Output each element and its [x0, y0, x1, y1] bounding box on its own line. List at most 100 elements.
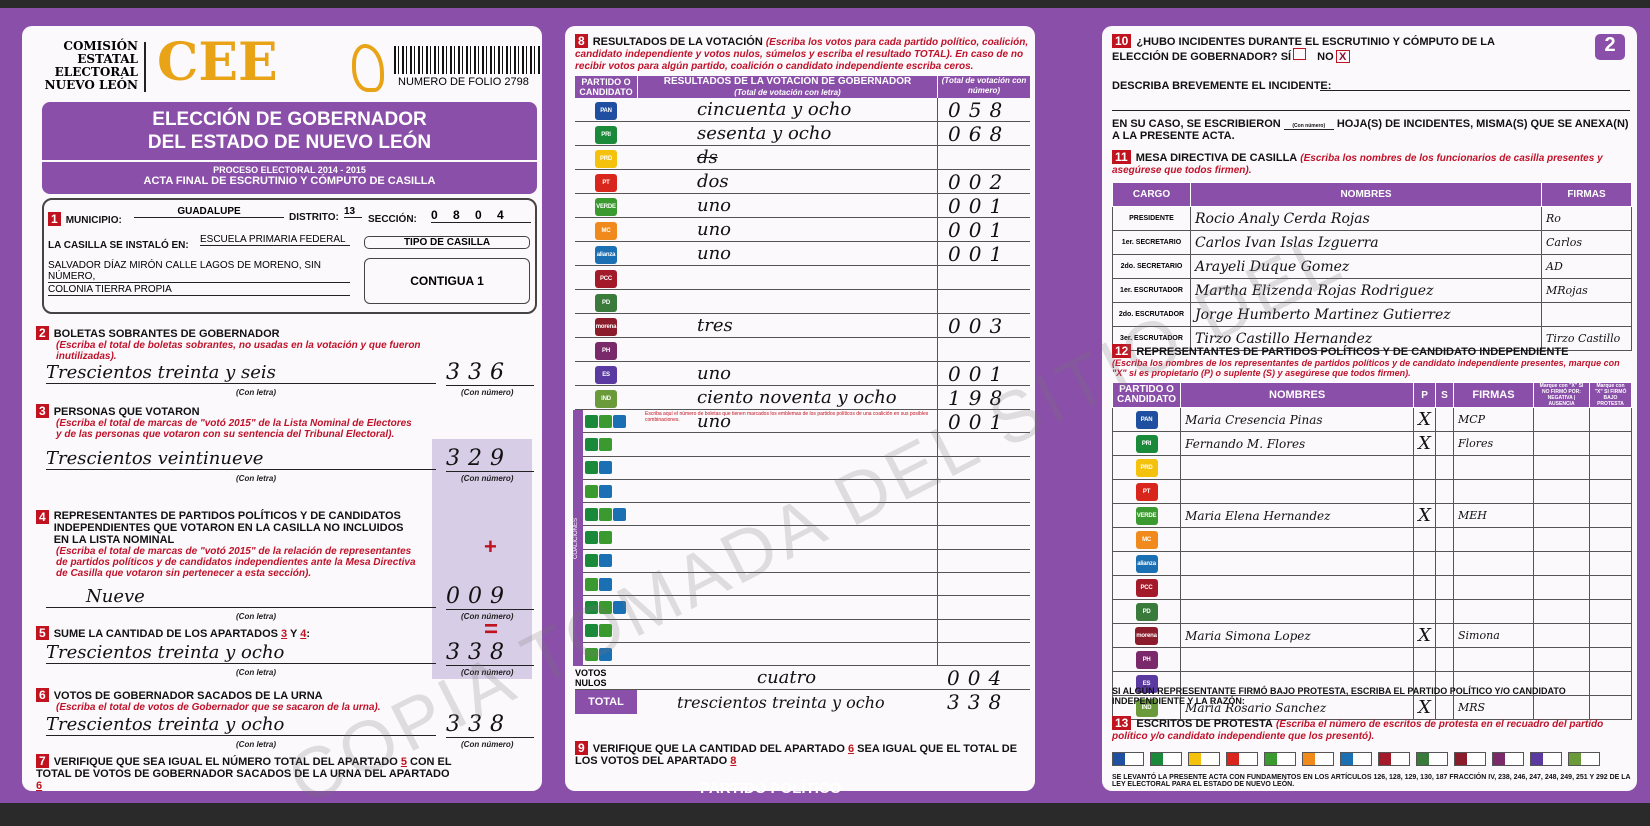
votos-numero[interactable] — [937, 456, 1030, 480]
votos-numero[interactable]: 001 — [937, 241, 1030, 266]
nombre-field[interactable] — [1180, 575, 1415, 600]
protest-box[interactable] — [1378, 752, 1410, 766]
protest-box[interactable] — [1188, 752, 1220, 766]
signature[interactable] — [1453, 647, 1534, 672]
votos-letra[interactable]: uno — [697, 363, 732, 384]
votos-numero[interactable]: 001 — [937, 409, 1030, 434]
numero-field[interactable]: 009 — [446, 584, 534, 610]
no-firmo-checkbox[interactable] — [1533, 479, 1590, 504]
p-checkbox[interactable]: X — [1413, 623, 1436, 648]
p-checkbox[interactable] — [1413, 479, 1436, 504]
votos-numero[interactable]: 068 — [937, 121, 1030, 146]
votos-letra[interactable]: cincuenta y ocho — [697, 99, 852, 120]
signature[interactable]: Flores — [1453, 431, 1534, 456]
protest-box[interactable] — [1340, 752, 1372, 766]
tipo-casilla-value[interactable]: CONTIGUA 1 — [364, 258, 530, 304]
signature[interactable]: MRS — [1453, 695, 1534, 720]
signature[interactable]: AD — [1541, 254, 1632, 279]
signature[interactable]: MEH — [1453, 503, 1534, 528]
nombre-field[interactable] — [1180, 647, 1415, 672]
signature[interactable]: Ro — [1541, 206, 1632, 231]
p-checkbox[interactable]: X — [1413, 503, 1436, 528]
signature[interactable]: Tirzo Castillo — [1541, 326, 1632, 351]
no-firmo-checkbox[interactable] — [1533, 431, 1590, 456]
s-checkbox[interactable] — [1435, 647, 1454, 672]
votos-letra[interactable]: sesenta y ocho — [697, 123, 832, 144]
nulos-letra[interactable]: cuatro — [757, 667, 817, 689]
protest-box[interactable] — [1112, 752, 1144, 766]
total-numero[interactable]: 338 — [947, 690, 1010, 715]
s-checkbox[interactable] — [1435, 407, 1454, 432]
votos-letra[interactable]: tres — [697, 315, 733, 336]
no-firmo-checkbox[interactable] — [1533, 407, 1590, 432]
votos-numero[interactable] — [937, 289, 1030, 314]
votos-numero[interactable] — [937, 596, 1030, 620]
nombre-field[interactable] — [1180, 599, 1415, 624]
bajo-protesta-checkbox[interactable] — [1589, 503, 1632, 528]
signature[interactable] — [1453, 479, 1534, 504]
votos-numero[interactable] — [937, 549, 1030, 573]
municipio-field[interactable]: GUADALUPE — [134, 206, 284, 218]
describe-field[interactable] — [1320, 90, 1630, 91]
s-checkbox[interactable] — [1435, 455, 1454, 480]
s-checkbox[interactable] — [1435, 503, 1454, 528]
letra-field[interactable]: Nueve — [46, 586, 436, 608]
protest-box[interactable] — [1226, 752, 1258, 766]
bajo-protesta-checkbox[interactable] — [1589, 455, 1632, 480]
votos-numero[interactable] — [937, 619, 1030, 643]
nombre-field[interactable]: Tirzo Castillo Hernandez — [1190, 326, 1542, 351]
nombre-field[interactable]: Arayeli Duque Gomez — [1190, 254, 1542, 279]
numero-field[interactable]: 338 — [446, 712, 534, 738]
votos-numero[interactable] — [937, 642, 1030, 666]
nombre-field[interactable]: Maria Cresencia Pinas — [1180, 407, 1415, 432]
bajo-protesta-checkbox[interactable] — [1589, 623, 1632, 648]
signature[interactable] — [1453, 527, 1534, 552]
numero-field[interactable]: 338 — [446, 640, 534, 666]
numero-field[interactable]: 329 — [446, 446, 534, 472]
votos-numero[interactable]: 001 — [937, 361, 1030, 386]
s-checkbox[interactable] — [1435, 599, 1454, 624]
votos-letra[interactable]: ds — [697, 147, 718, 168]
signature[interactable] — [1541, 302, 1632, 327]
bajo-protesta-checkbox[interactable] — [1589, 431, 1632, 456]
numero-field[interactable]: 336 — [446, 360, 534, 386]
bajo-protesta-checkbox[interactable] — [1589, 575, 1632, 600]
votos-numero[interactable]: 001 — [937, 193, 1030, 218]
protest-box[interactable] — [1530, 752, 1562, 766]
votos-numero[interactable] — [937, 572, 1030, 596]
signature[interactable]: Simona — [1453, 623, 1534, 648]
protest-box[interactable] — [1302, 752, 1334, 766]
p-checkbox[interactable]: X — [1413, 431, 1436, 456]
s-checkbox[interactable] — [1435, 527, 1454, 552]
nombre-field[interactable]: Maria Simona Lopez — [1180, 623, 1415, 648]
p-checkbox[interactable] — [1413, 455, 1436, 480]
no-firmo-checkbox[interactable] — [1533, 575, 1590, 600]
bajo-protesta-checkbox[interactable] — [1589, 599, 1632, 624]
nombre-field[interactable]: Martha Elizenda Rojas Rodriguez — [1190, 278, 1542, 303]
address-line-1[interactable]: ESCUELA PRIMARIA FEDERAL — [200, 234, 350, 246]
no-firmo-checkbox[interactable] — [1533, 551, 1590, 576]
protest-box[interactable] — [1264, 752, 1296, 766]
bajo-protesta-checkbox[interactable] — [1589, 551, 1632, 576]
votos-letra[interactable]: dos — [697, 171, 729, 192]
votos-numero[interactable]: 058 — [937, 97, 1030, 122]
votos-numero[interactable]: 002 — [937, 169, 1030, 194]
no-firmo-checkbox[interactable] — [1533, 647, 1590, 672]
signature[interactable]: MRojas — [1541, 278, 1632, 303]
protest-box[interactable] — [1416, 752, 1448, 766]
signature[interactable] — [1453, 671, 1534, 696]
s-checkbox[interactable] — [1435, 479, 1454, 504]
signature[interactable]: Carlos — [1541, 230, 1632, 255]
p-checkbox[interactable] — [1413, 551, 1436, 576]
votos-letra[interactable]: uno — [697, 243, 732, 264]
total-letra[interactable]: trescientos treinta y ocho — [677, 692, 885, 712]
votos-numero[interactable]: 001 — [937, 217, 1030, 242]
address-line-3[interactable]: COLONIA TIERRA PROPIA — [48, 284, 350, 296]
votos-numero[interactable] — [937, 526, 1030, 550]
describe-field-2[interactable] — [1112, 110, 1630, 111]
p-checkbox[interactable]: X — [1413, 407, 1436, 432]
votos-numero[interactable] — [937, 265, 1030, 290]
protest-box[interactable] — [1150, 752, 1182, 766]
no-checkbox[interactable]: X — [1335, 50, 1350, 63]
si-checkbox[interactable] — [1293, 48, 1307, 60]
